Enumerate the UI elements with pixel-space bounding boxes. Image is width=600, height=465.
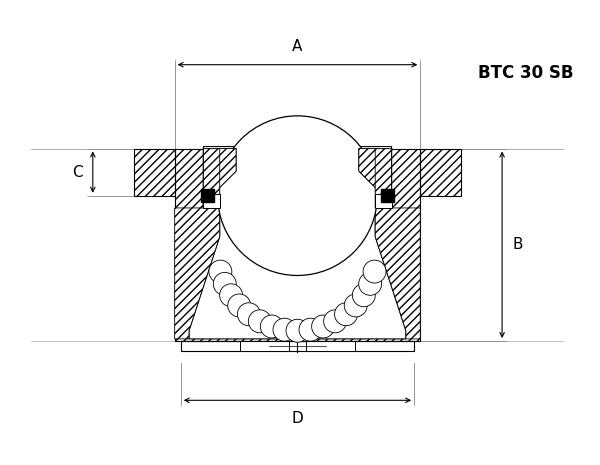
Polygon shape [134, 149, 461, 341]
Circle shape [228, 294, 251, 317]
Polygon shape [175, 208, 220, 339]
Circle shape [335, 303, 358, 326]
Circle shape [260, 315, 283, 338]
Circle shape [299, 318, 322, 341]
Text: C: C [72, 165, 83, 179]
Circle shape [344, 294, 367, 317]
Bar [380, 189, 394, 202]
Polygon shape [203, 149, 236, 208]
Polygon shape [375, 193, 392, 208]
Polygon shape [203, 193, 220, 208]
Circle shape [218, 116, 377, 275]
Text: D: D [292, 411, 304, 425]
Circle shape [220, 284, 242, 307]
Polygon shape [189, 146, 406, 339]
Text: A: A [292, 40, 302, 54]
Circle shape [209, 260, 232, 283]
Circle shape [352, 284, 375, 307]
Circle shape [238, 303, 260, 326]
Polygon shape [305, 341, 355, 351]
Circle shape [273, 318, 296, 341]
Bar [181, 341, 414, 351]
Polygon shape [359, 149, 392, 208]
Circle shape [248, 310, 271, 333]
Text: B: B [512, 237, 523, 252]
Polygon shape [375, 208, 420, 339]
Circle shape [359, 272, 382, 295]
Polygon shape [240, 341, 289, 351]
Polygon shape [220, 149, 236, 187]
Circle shape [286, 319, 309, 342]
Circle shape [323, 310, 347, 333]
Bar [201, 189, 214, 202]
Circle shape [363, 260, 386, 283]
Text: BTC 30 SB: BTC 30 SB [478, 64, 573, 82]
Circle shape [311, 315, 335, 338]
Circle shape [214, 272, 236, 295]
Polygon shape [359, 149, 375, 187]
